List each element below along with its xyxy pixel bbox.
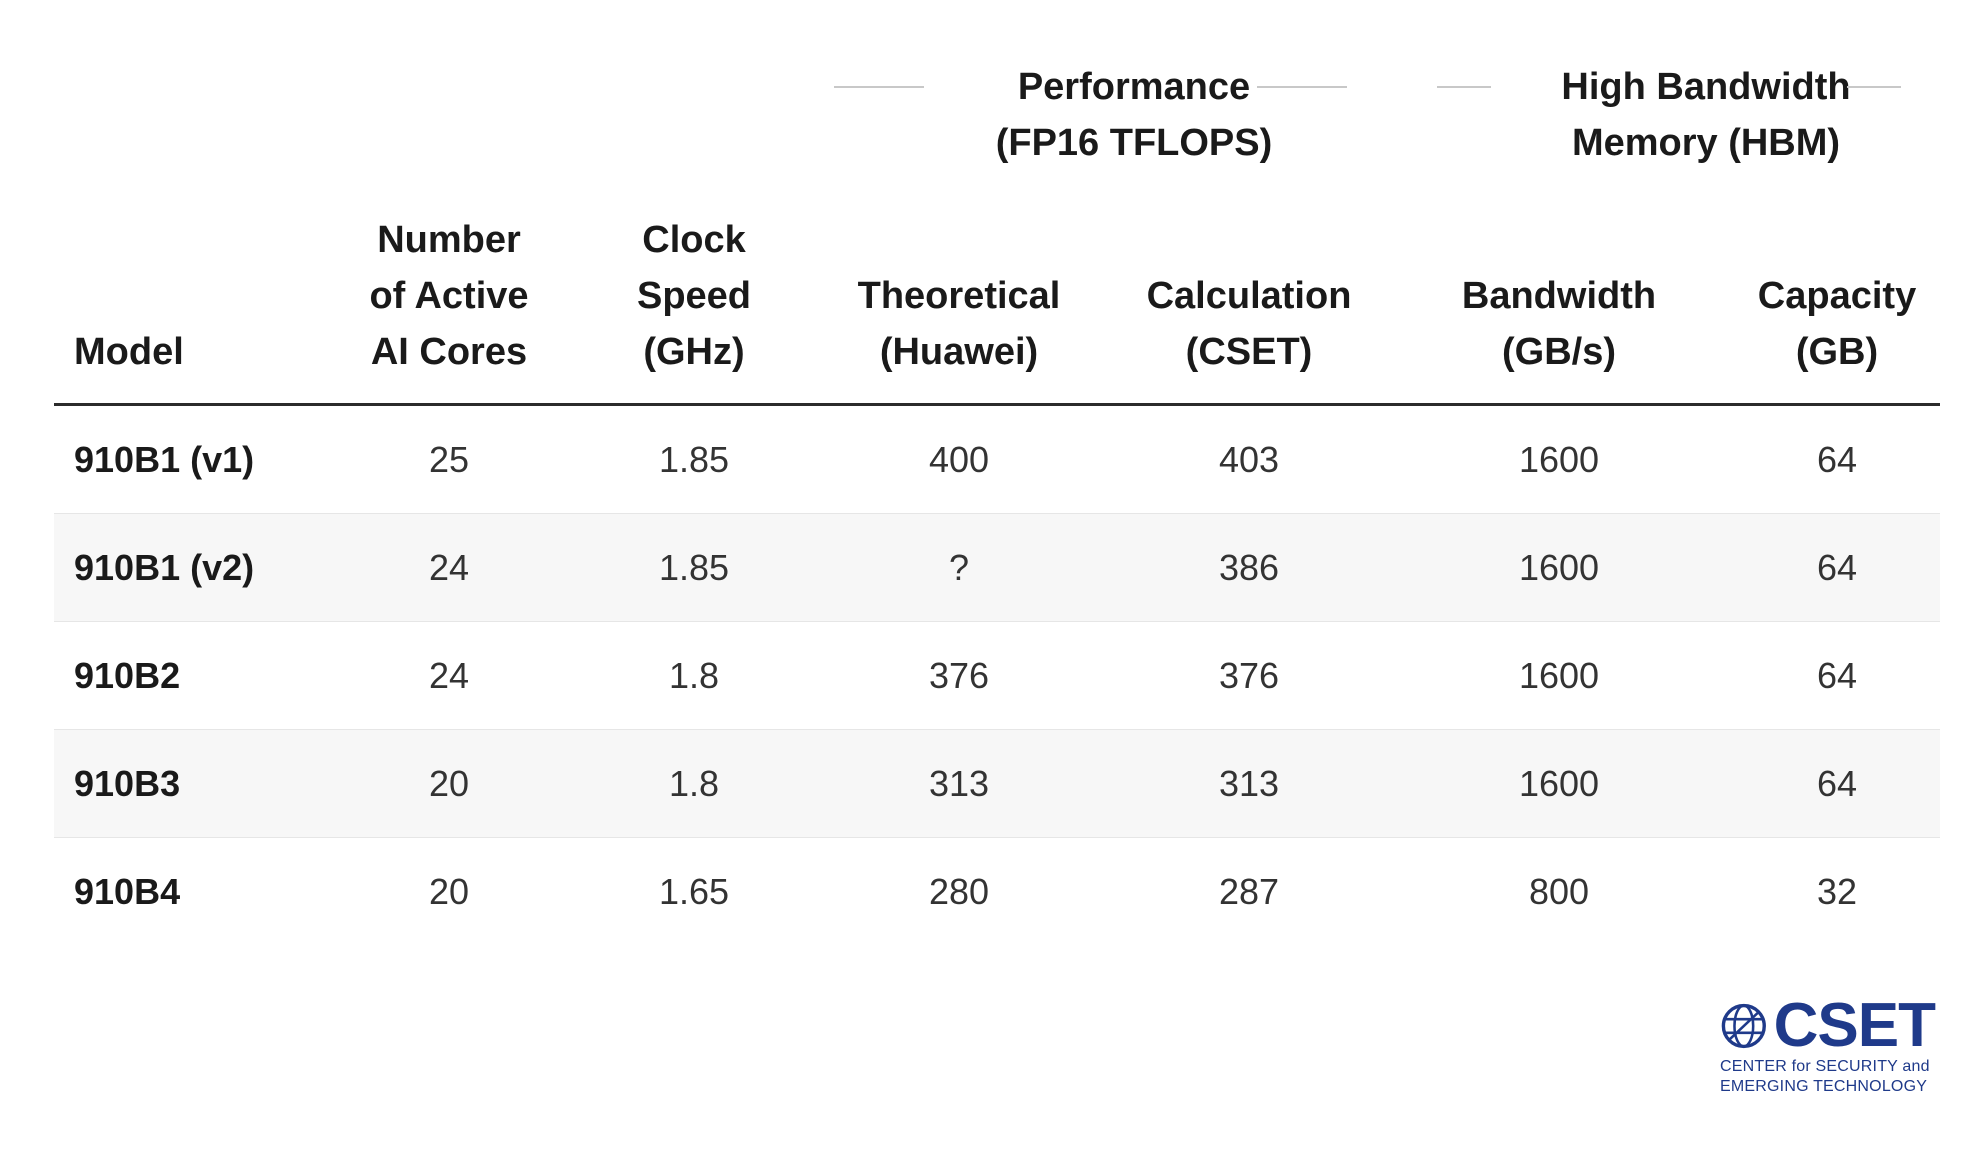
cell-theoretical: 376 xyxy=(928,654,990,696)
specs-table: Performance (FP16 TFLOPS) High Bandwidth… xyxy=(54,0,1940,940)
cell-clock-speed: 1.8 xyxy=(668,654,720,696)
group-header-label: Performance (FP16 TFLOPS) xyxy=(995,66,1273,164)
column-header-model: Model xyxy=(74,331,184,373)
column-header-clock-speed: Clock Speed (GHz) xyxy=(636,219,752,373)
header-rule xyxy=(54,403,1940,406)
cell-calculation: 403 xyxy=(1218,438,1280,480)
cell-capacity: 32 xyxy=(1816,870,1858,912)
group-rule xyxy=(1847,86,1901,88)
cell-ai-cores: 20 xyxy=(428,762,470,804)
column-header-ai-cores: Number of Active AI Cores xyxy=(369,219,529,373)
table-row: 910B1 (v2) 24 1.85 ? 386 1600 64 xyxy=(54,514,1940,622)
cell-bandwidth: 1600 xyxy=(1518,546,1600,588)
cell-calculation: 313 xyxy=(1218,762,1280,804)
table-row: 910B2 24 1.8 376 376 1600 64 xyxy=(54,622,1940,730)
cell-bandwidth: 1600 xyxy=(1518,438,1600,480)
table-row: 910B1 (v1) 25 1.85 400 403 1600 64 xyxy=(54,406,1940,514)
cell-ai-cores: 24 xyxy=(428,654,470,696)
cell-bandwidth: 800 xyxy=(1528,870,1590,912)
group-rule xyxy=(834,86,924,88)
cell-clock-speed: 1.85 xyxy=(658,546,730,588)
cell-capacity: 64 xyxy=(1816,546,1858,588)
cell-model: 910B2 xyxy=(74,654,181,696)
cell-theoretical: 400 xyxy=(928,438,990,480)
group-header-performance: Performance (FP16 TFLOPS) xyxy=(924,60,1344,170)
cell-bandwidth: 1600 xyxy=(1518,762,1600,804)
cell-model: 910B1 (v2) xyxy=(74,546,255,588)
column-header-calculation: Calculation (CSET) xyxy=(1146,275,1352,373)
column-header-bandwidth: Bandwidth (GB/s) xyxy=(1461,275,1657,373)
cell-theoretical: ? xyxy=(948,546,970,588)
cell-calculation: 386 xyxy=(1218,546,1280,588)
cell-capacity: 64 xyxy=(1816,654,1858,696)
logo-wordmark: CSET xyxy=(1773,991,1936,1060)
group-header-hbm: High Bandwidth Memory (HBM) xyxy=(1491,60,1921,170)
cell-clock-speed: 1.8 xyxy=(668,762,720,804)
cell-theoretical: 313 xyxy=(928,762,990,804)
cell-calculation: 287 xyxy=(1218,870,1280,912)
logo-tagline-2: EMERGING TECHNOLOGY xyxy=(1720,1078,1928,1095)
column-header-capacity: Capacity (GB) xyxy=(1757,275,1917,373)
cell-calculation: 376 xyxy=(1218,654,1280,696)
cell-ai-cores: 25 xyxy=(428,438,470,480)
cell-model: 910B1 (v1) xyxy=(74,438,255,480)
cell-bandwidth: 1600 xyxy=(1518,654,1600,696)
cell-theoretical: 280 xyxy=(928,870,990,912)
group-rule xyxy=(1257,86,1347,88)
cell-capacity: 64 xyxy=(1816,762,1858,804)
column-header-theoretical: Theoretical (Huawei) xyxy=(857,275,1061,373)
cell-ai-cores: 20 xyxy=(428,870,470,912)
group-rule xyxy=(1437,86,1491,88)
table-row: 910B3 20 1.8 313 313 1600 64 xyxy=(54,730,1940,838)
group-header-label: High Bandwidth Memory (HBM) xyxy=(1561,66,1851,164)
cell-ai-cores: 24 xyxy=(428,546,470,588)
globe-icon xyxy=(1721,1003,1766,1049)
cell-model: 910B3 xyxy=(74,762,181,804)
cell-clock-speed: 1.65 xyxy=(658,870,730,912)
cell-capacity: 64 xyxy=(1816,438,1858,480)
cell-clock-speed: 1.85 xyxy=(658,438,730,480)
logo-tagline-1: CENTER for SECURITY and xyxy=(1720,1058,1930,1075)
cell-model: 910B4 xyxy=(74,870,181,912)
table-row: 910B4 20 1.65 280 287 800 32 xyxy=(54,838,1940,945)
table-body: 910B1 (v1) 25 1.85 400 403 1600 64 910B1… xyxy=(54,406,1940,945)
cset-logo: CSET CENTER for SECURITY and EMERGING TE… xyxy=(1720,991,1936,1105)
